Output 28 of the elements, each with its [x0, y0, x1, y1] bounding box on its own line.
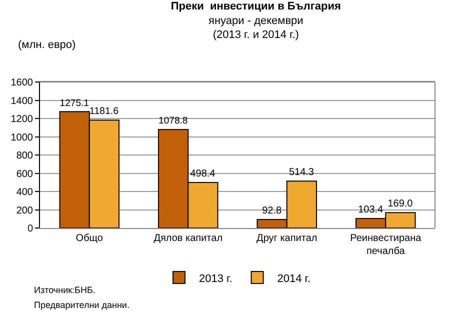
data-label: 1078.8 — [158, 116, 188, 127]
y-tick-label: 800 — [16, 150, 34, 162]
x-tick-label: Дялов капитал — [154, 233, 223, 244]
x-tick-label: Реинвестирана печалба — [350, 233, 422, 257]
y-tick-label: 400 — [16, 187, 34, 198]
y-axis-title: (млн. евро) — [18, 39, 76, 51]
y-tick-label: 1600 — [10, 78, 34, 88]
y-tick-label: 0 — [27, 224, 34, 234]
data-label: 1181.6 — [89, 106, 119, 118]
y-tick-label: 1200 — [10, 114, 34, 125]
data-label: 169.0 — [388, 198, 414, 210]
chart-subtitle: януари - декември (2013 г. и 2014 г.) — [208, 14, 304, 42]
legend-label: 2013 г. — [199, 272, 232, 285]
x-tick-label: Общо — [76, 233, 104, 244]
legend-label: 2014 г. — [277, 272, 311, 285]
chart-title: Преки инвестиции в България — [170, 0, 341, 13]
y-tick-label: 600 — [16, 168, 34, 180]
data-label: 514.3 — [288, 167, 314, 178]
x-tick-label: Друг капитал — [256, 233, 318, 244]
y-tick-label: 200 — [16, 205, 34, 216]
text: Източник:БНБ. — [34, 285, 96, 295]
y-tick-label: 1400 — [10, 96, 34, 107]
data-label: 92.8 — [262, 206, 282, 217]
data-label: 498.4 — [190, 168, 216, 180]
y-tick-label: 1000 — [10, 132, 34, 144]
text: Предварителни данни. — [34, 300, 130, 310]
data-label: 103.4 — [358, 204, 384, 216]
data-label: 1275.1 — [60, 98, 89, 109]
